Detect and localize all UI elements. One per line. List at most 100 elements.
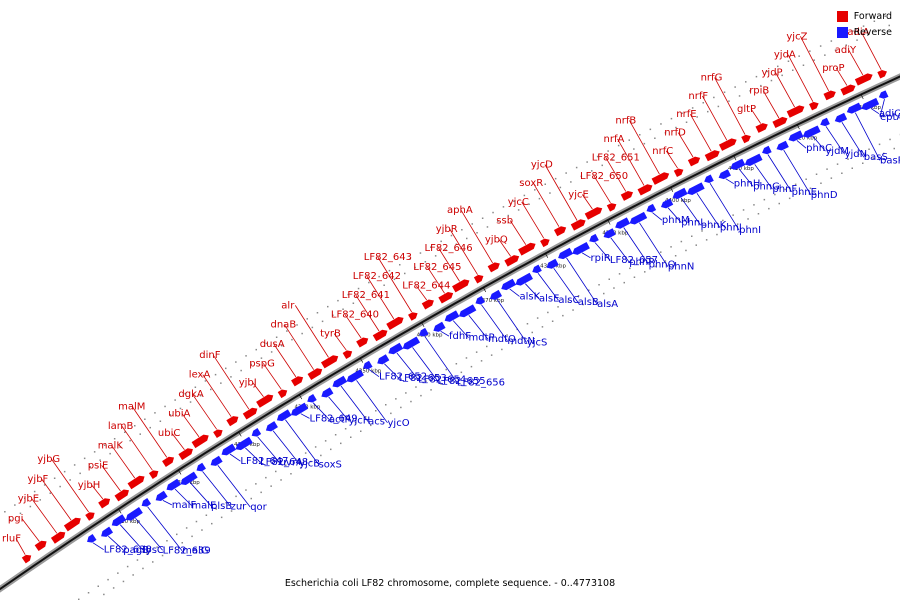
backbone-line <box>0 75 900 591</box>
gene-arrow <box>21 554 32 564</box>
guide-dot <box>176 533 178 536</box>
gene-arrow <box>646 203 657 213</box>
guide-dot <box>385 404 387 406</box>
gene-leader <box>605 157 627 192</box>
guide-dot <box>455 363 458 365</box>
guide-dot <box>598 284 600 286</box>
gene-label-rluf: rluF <box>2 534 21 545</box>
guide-dot <box>419 252 422 254</box>
gene-label-phnh: phnH <box>734 179 761 190</box>
guide-dot <box>723 91 726 93</box>
gene-arrow <box>589 233 599 243</box>
gene-leader <box>689 114 712 152</box>
guide-dot <box>139 433 141 435</box>
guide-dot <box>755 75 758 78</box>
gene-arrow <box>320 355 339 369</box>
guide-dot <box>255 483 257 485</box>
guide-dot <box>486 226 489 228</box>
strand-dots <box>4 15 900 600</box>
gene-lf82-654 <box>388 342 404 355</box>
gene-label-yjbe: yjbE <box>18 494 39 505</box>
gene-label-nrff: nrfF <box>688 91 708 102</box>
guide-dot <box>643 142 646 145</box>
guide-dot <box>440 383 442 385</box>
gene-arrow <box>291 402 309 416</box>
guide-dot <box>220 516 223 519</box>
gene-phnd <box>776 140 789 151</box>
guide-dot <box>250 363 252 366</box>
gene-arrow <box>744 153 763 167</box>
gene-arrow <box>687 182 705 195</box>
gene-label-lf82-638: LF82_638 <box>104 545 152 556</box>
gene-soxs <box>276 409 292 422</box>
gene-arrow <box>321 387 334 398</box>
guide-dot <box>856 39 858 41</box>
guide-dot <box>618 273 621 275</box>
gene-arrow <box>235 436 253 451</box>
gene-mdtn <box>475 295 486 305</box>
guide-dot <box>716 233 718 236</box>
gene-arrow <box>342 350 353 360</box>
gene-leader <box>680 197 701 226</box>
guide-dot <box>778 202 780 205</box>
gene-arrow <box>877 70 887 79</box>
gene-leader <box>147 506 183 551</box>
gene-arrow <box>776 140 789 151</box>
guide-dot <box>531 331 533 334</box>
gene-arrow <box>762 145 772 155</box>
guide-dot <box>445 249 447 251</box>
legend: Forward Reverse <box>836 8 892 40</box>
guide-dot <box>191 535 193 538</box>
guide-dot <box>639 134 641 136</box>
gene-leader <box>384 363 399 379</box>
gene-arrow <box>346 369 364 383</box>
gene-arrow <box>277 389 288 399</box>
guide-dot <box>255 348 257 351</box>
gene-label-lf82-652: LF82_652 <box>379 372 427 383</box>
gene-leader <box>91 484 104 500</box>
gene-leader <box>15 538 26 555</box>
gene-label-ubic: ubiC <box>158 428 180 439</box>
gene-label-yjbj: yjbJ <box>239 378 257 389</box>
gene-rpir <box>572 242 590 255</box>
gene-leader <box>521 201 545 239</box>
gene-arrow <box>834 112 848 123</box>
gene-leader <box>111 445 136 479</box>
gene-arrow <box>540 238 550 248</box>
guide-dot <box>171 548 174 550</box>
gene-arrow <box>251 428 262 437</box>
guide-dot <box>580 175 583 178</box>
guide-dot <box>644 271 646 273</box>
gene-arrow <box>755 123 768 133</box>
gene-leader <box>449 228 478 275</box>
guide-dot <box>87 592 90 594</box>
gene-label-malf: malF <box>172 500 197 511</box>
guide-dot <box>220 382 222 384</box>
guide-dot <box>753 204 755 206</box>
guide-dot <box>281 345 283 347</box>
gene-arrow <box>772 116 788 129</box>
gene-leader <box>452 320 469 338</box>
gene-leader <box>581 194 593 210</box>
gene-lf82-656 <box>419 327 429 337</box>
gene-leader <box>285 419 319 465</box>
guide-dot <box>732 214 734 216</box>
gene-yjbj <box>256 394 274 408</box>
guide-dot <box>99 459 101 461</box>
gene-leader <box>257 436 280 463</box>
gene-leader <box>377 256 413 313</box>
gene-label-dnab: dnaB <box>271 320 297 331</box>
guide-dot <box>884 15 886 17</box>
guide-dot <box>4 511 6 513</box>
guide-dot <box>270 485 272 487</box>
gene-arrow <box>718 169 731 180</box>
gene-leader <box>396 352 419 380</box>
gene-label-nrfd: nrfD <box>664 128 686 139</box>
guide-dot <box>24 497 26 499</box>
guide-dot <box>78 598 80 600</box>
guide-dot <box>613 287 615 289</box>
gene-leader <box>709 182 740 231</box>
gene-lf82-647 <box>221 443 237 456</box>
guide-dot <box>526 323 529 325</box>
